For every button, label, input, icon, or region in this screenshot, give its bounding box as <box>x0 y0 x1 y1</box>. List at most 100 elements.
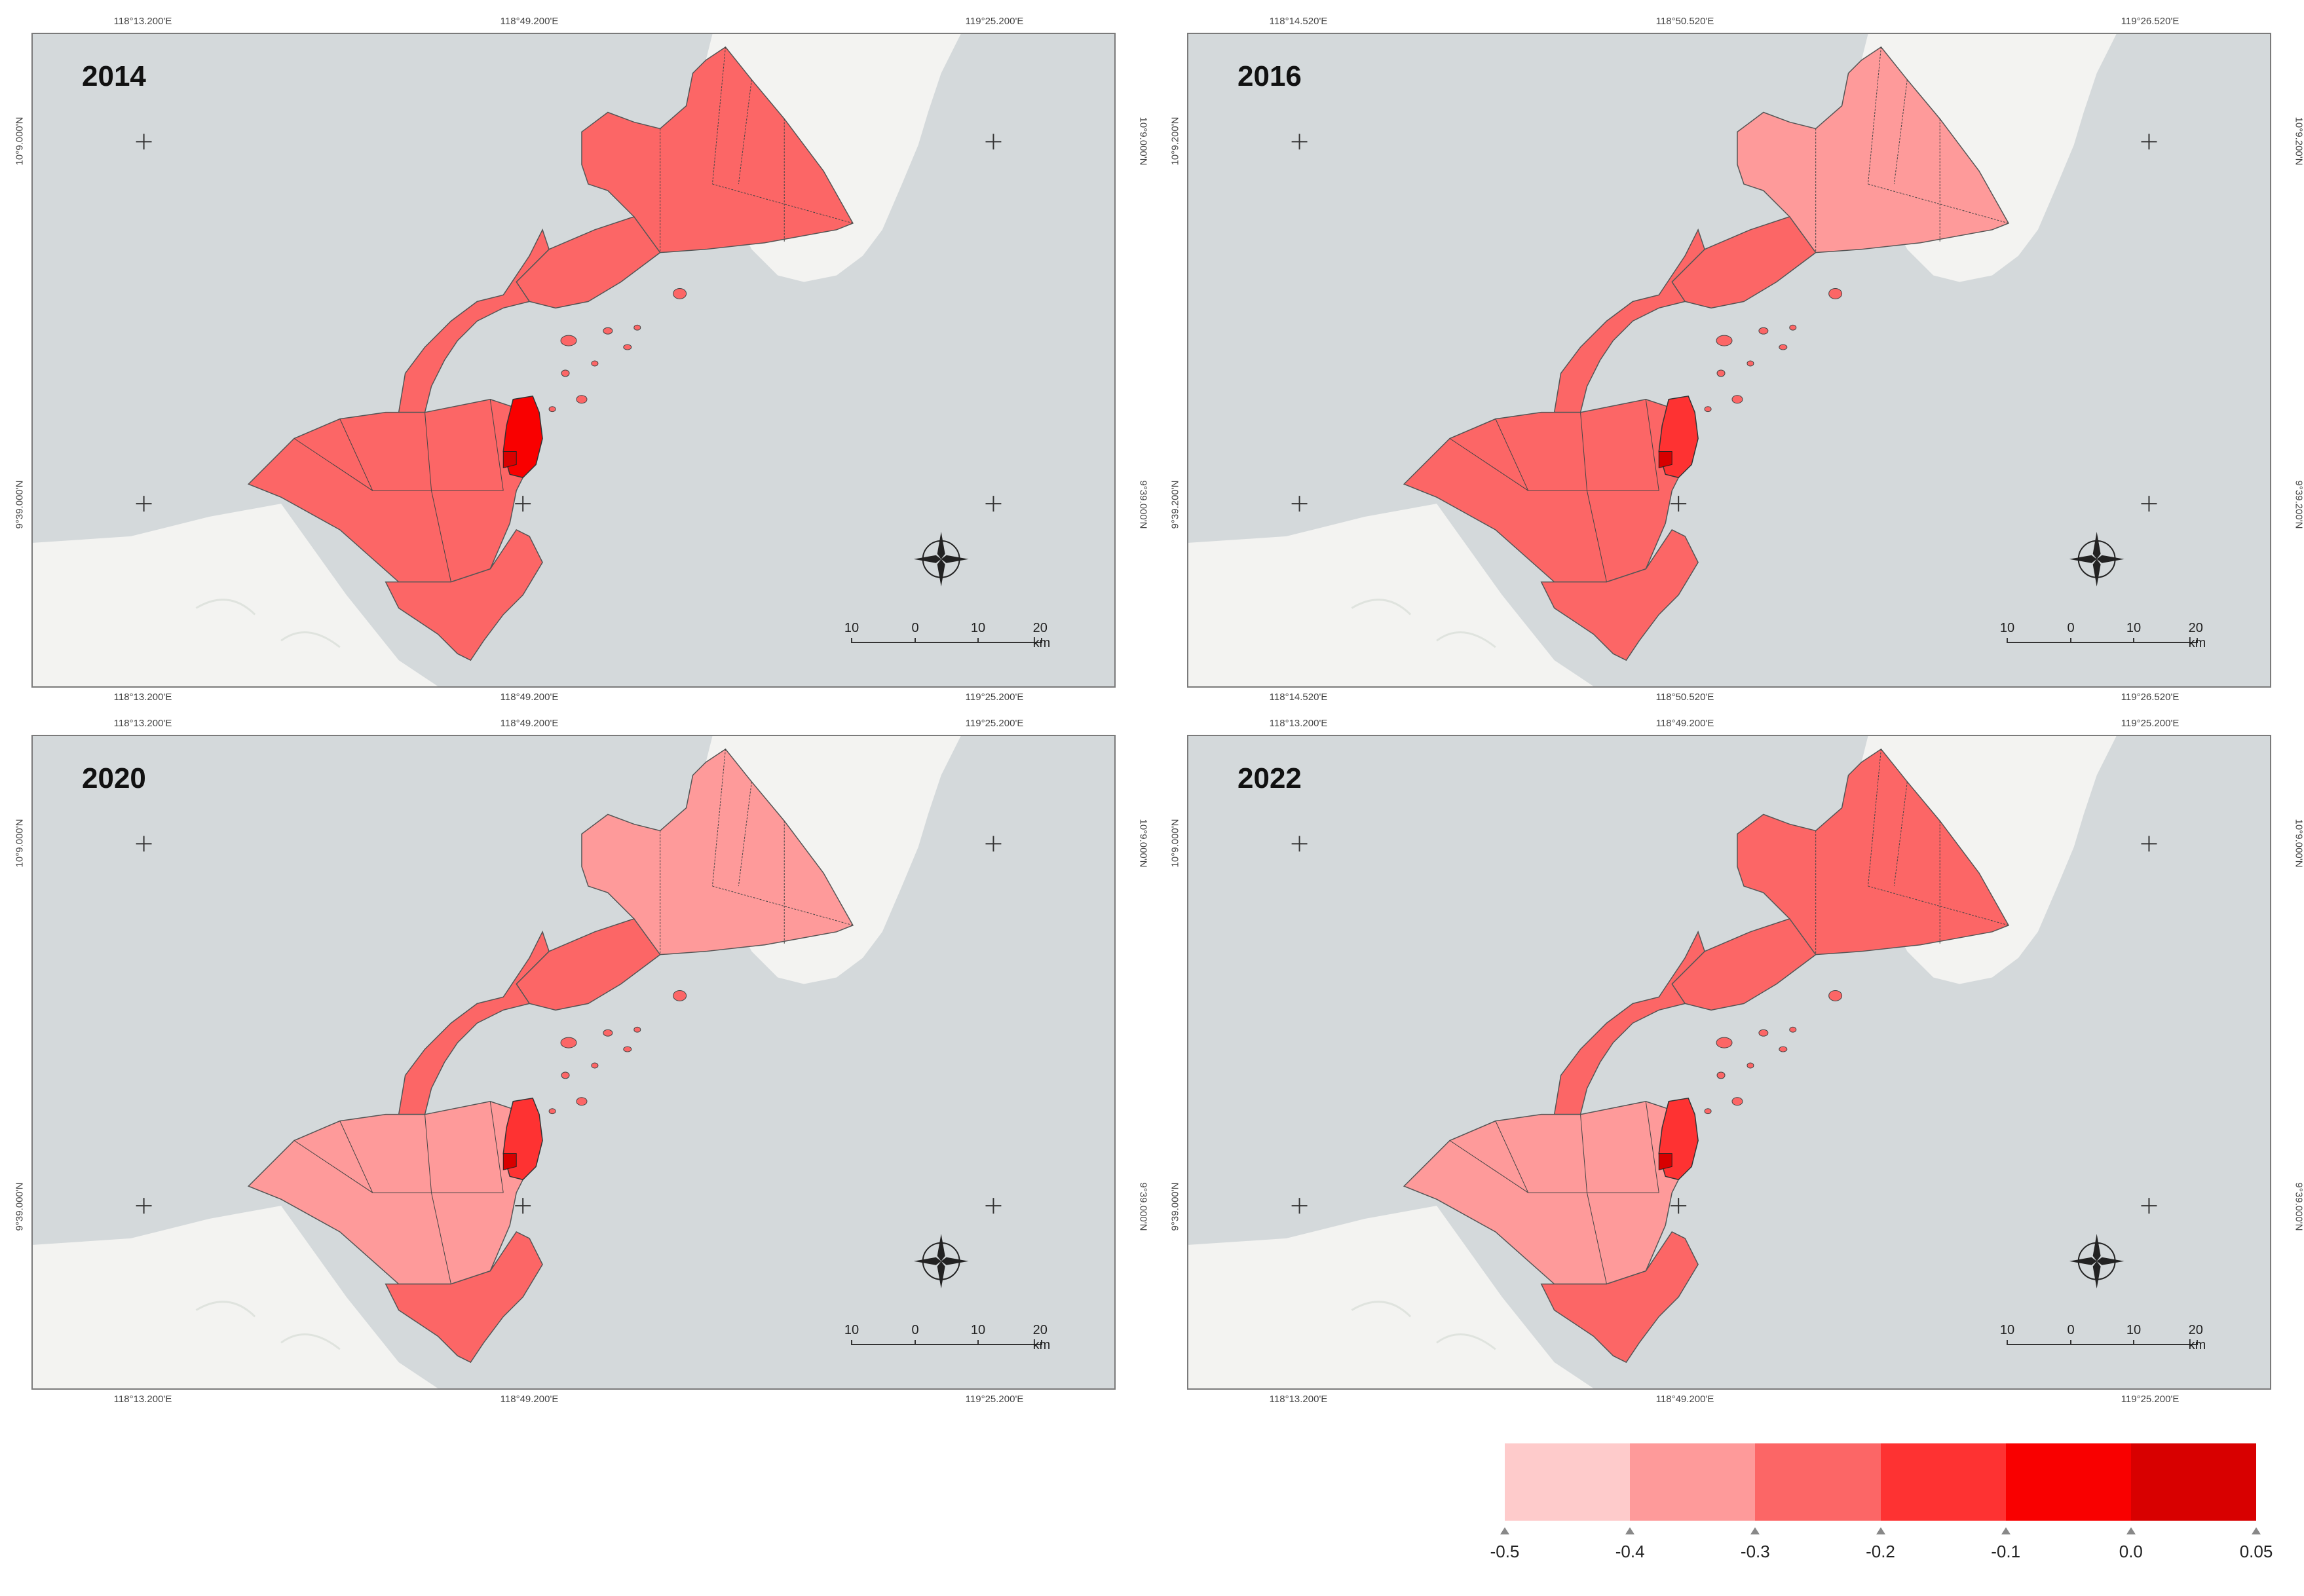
scale-bar-label: 20 km <box>2188 621 2206 650</box>
map-2016 <box>1188 34 2157 686</box>
longitude-label-bottom: 119°26.520'E <box>2121 692 2180 703</box>
scale-bar-tick <box>2197 1340 2198 1345</box>
scale-bar-label: 0 <box>911 1323 919 1337</box>
scale-bar-tick <box>1041 638 1042 643</box>
region-central <box>1671 918 1817 1011</box>
terrain-detail <box>195 1301 341 1350</box>
legend-tick <box>2001 1527 2011 1534</box>
landmass-southwest <box>33 1206 438 1388</box>
graticule-cross <box>2141 496 2157 512</box>
graticule-cross <box>2141 836 2157 852</box>
scale-bar-label: 0 <box>2067 1323 2075 1337</box>
islet <box>1779 344 1788 350</box>
region-northeast <box>581 46 854 253</box>
longitude-label-top: 119°25.200'E <box>965 718 1024 729</box>
longitude-label-top: 119°25.200'E <box>2121 718 2180 729</box>
latitude-label-left: 9°39.000'N <box>14 480 26 529</box>
scale-bar-tick <box>915 1340 916 1345</box>
scale-bar-label: 10 <box>1999 621 2015 635</box>
islet <box>576 1097 588 1106</box>
scale-bar-line <box>2007 1344 2197 1345</box>
islet <box>1704 1108 1712 1115</box>
map-panel-2022: 2022 10 0 10 20 km <box>1187 735 2271 1390</box>
longitude-label-bottom: 118°49.200'E <box>500 1394 559 1405</box>
landmass-southwest <box>33 504 438 686</box>
region-borders-southwest <box>1449 399 1659 582</box>
landmass-southwest <box>1188 504 1594 686</box>
longitude-label-bottom: 118°50.520'E <box>1655 692 1714 703</box>
compass-needles <box>913 1233 969 1289</box>
legend-label: -0.4 <box>1615 1542 1645 1561</box>
latitude-label-right: 10°9.000'N <box>2293 819 2304 868</box>
scale-bar: 10 0 10 20 km <box>2000 1320 2206 1360</box>
longitude-label-bottom: 118°14.520'E <box>1269 692 1328 703</box>
scale-bar-line <box>852 642 1042 643</box>
compass-icon <box>2069 1233 2125 1289</box>
graticule-cross <box>985 836 1002 852</box>
longitude-label-top: 118°13.200'E <box>113 16 172 27</box>
scale-bar-label: 10 <box>970 1323 986 1337</box>
longitude-label-top: 118°14.520'E <box>1269 16 1328 27</box>
scale-bar-tick <box>851 1340 852 1345</box>
graticule-cross <box>1291 134 1308 150</box>
latitude-label-right: 9°39.000'N <box>1137 480 1149 529</box>
islet <box>1731 1097 1743 1106</box>
longitude-label-top: 118°49.200'E <box>500 718 559 729</box>
graticule-cross <box>1671 496 1687 512</box>
compass-icon <box>2069 531 2125 587</box>
longitude-label-bottom: 119°25.200'E <box>965 1394 1024 1405</box>
scale-bar-line <box>2007 642 2197 643</box>
islet <box>1779 1046 1788 1052</box>
map-2020 <box>33 736 1002 1388</box>
graticule-cross <box>136 134 152 150</box>
region-south <box>1540 1231 1699 1364</box>
legend-bin <box>1505 1443 1631 1521</box>
scale-bar-tick <box>2133 638 2134 643</box>
latitude-label-left: 10°9.000'N <box>1169 819 1181 868</box>
region-borders-northeast <box>1815 749 2009 955</box>
islet <box>1704 406 1712 413</box>
region-northwest <box>1553 228 1705 413</box>
scale-bar-line <box>852 1344 1042 1345</box>
scale-bar-tick <box>1041 1340 1042 1345</box>
region-borders-southwest <box>293 1101 504 1284</box>
legend-tick <box>1876 1527 1885 1534</box>
longitude-label-bottom: 118°13.200'E <box>113 692 172 703</box>
region-bay-core <box>1658 451 1672 468</box>
compass-icon <box>913 531 969 587</box>
islet <box>633 1026 641 1033</box>
longitude-label-top: 118°13.200'E <box>1269 718 1328 729</box>
graticule-cross <box>985 1198 1002 1214</box>
legend-bin <box>2005 1443 2132 1521</box>
latitude-label-right: 10°9.000'N <box>1137 117 1149 166</box>
islet <box>1828 990 1843 1001</box>
region-central <box>516 918 661 1011</box>
region-northeast <box>1737 46 2010 253</box>
scale-bar-label: 0 <box>911 621 919 635</box>
islet <box>1758 327 1769 335</box>
islet <box>623 1046 632 1052</box>
scale-bar-label: 0 <box>2067 621 2075 635</box>
latitude-label-left: 9°39.200'N <box>1169 480 1181 529</box>
latitude-label-left: 10°9.200'N <box>1169 117 1181 166</box>
latitude-label-left: 10°9.000'N <box>14 117 26 166</box>
islet <box>1747 1062 1754 1069</box>
region-northeast <box>1737 748 2010 956</box>
islet <box>1716 369 1726 377</box>
longitude-label-top: 118°49.200'E <box>1655 718 1714 729</box>
region-northwest <box>1553 930 1705 1115</box>
legend-label: -0.5 <box>1490 1542 1520 1561</box>
landmass-southwest <box>1188 1206 1594 1388</box>
region-bay-core <box>502 1153 517 1170</box>
graticule-cross <box>1291 1198 1308 1214</box>
scale-bar-tick <box>851 638 852 643</box>
islet <box>1789 1026 1797 1033</box>
longitude-label-bottom: 118°49.200'E <box>1655 1394 1714 1405</box>
graticule-cross <box>1671 1198 1687 1214</box>
graticule-cross <box>136 836 152 852</box>
longitude-label-bottom: 118°49.200'E <box>500 692 559 703</box>
region-borders-northeast <box>1815 46 2009 253</box>
graticule-cross <box>1291 836 1308 852</box>
scale-bar-tick <box>2197 638 2198 643</box>
region-south <box>385 529 543 661</box>
